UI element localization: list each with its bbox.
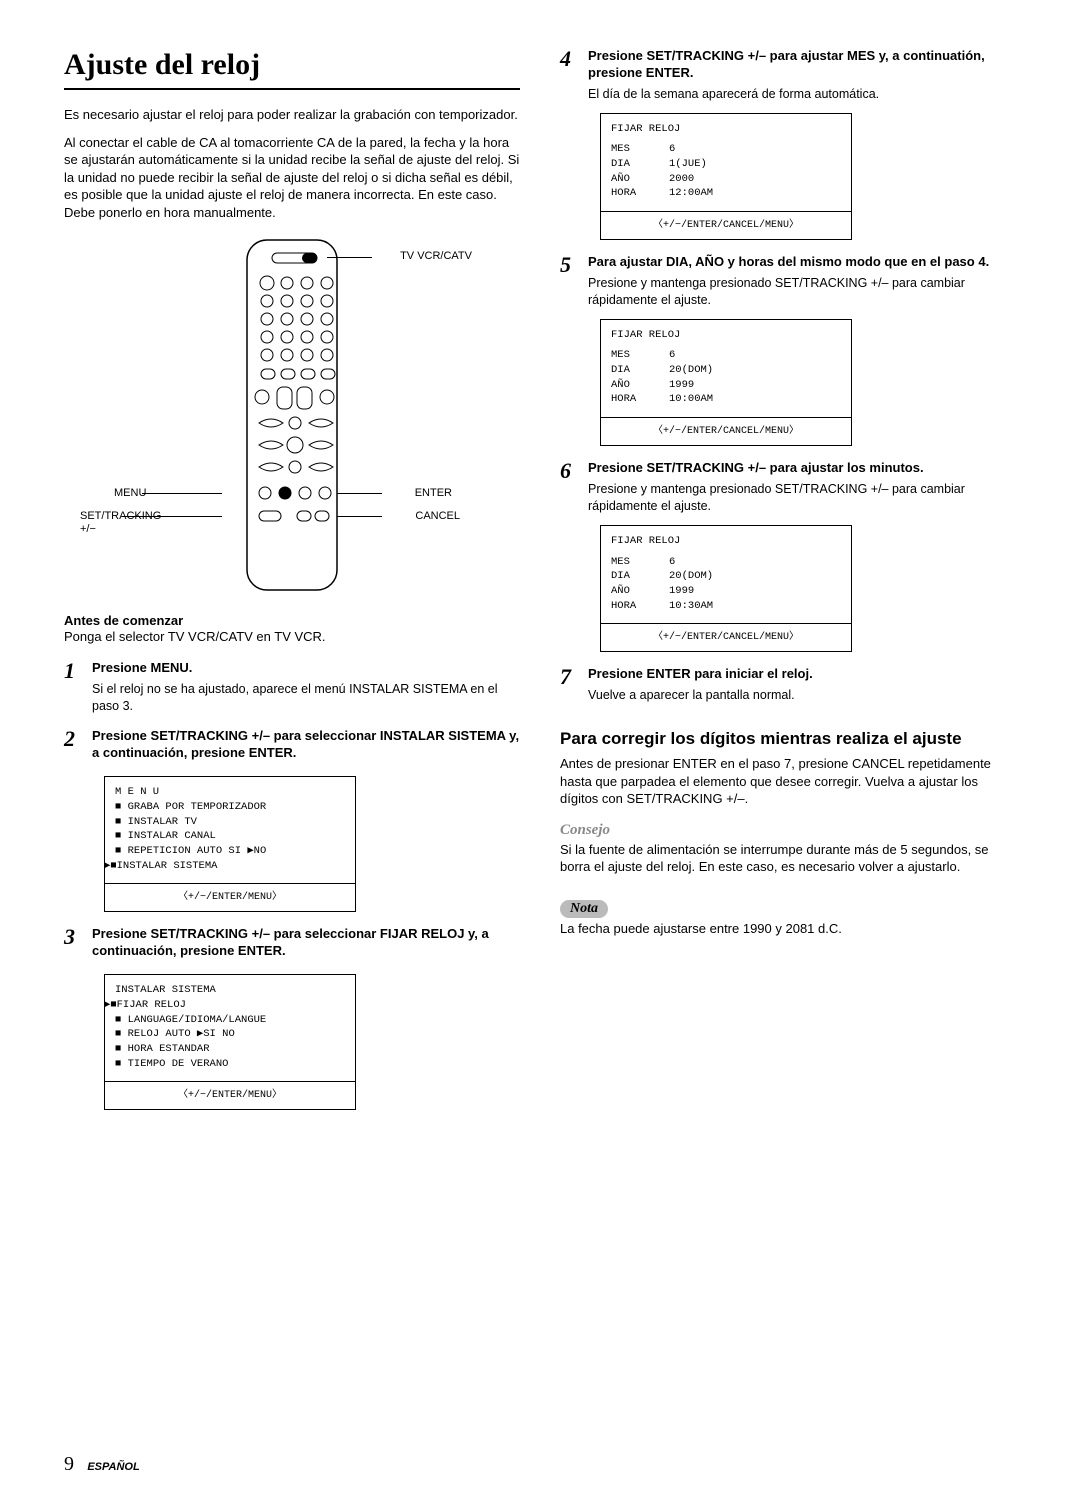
page-number: 9: [64, 1453, 74, 1475]
row-value: 1(JUE): [669, 157, 707, 172]
row-value: 6: [669, 348, 675, 363]
osd-item-selected: FIJAR RELOJ: [115, 998, 345, 1013]
step-1: 1 Presione MENU. Si el reloj no se ha aj…: [64, 660, 520, 715]
step-text: El día de la semana aparecerá de forma a…: [588, 86, 1016, 103]
tip-text: Si la fuente de alimentación se interrum…: [560, 841, 1016, 876]
row-label: MES: [611, 142, 661, 157]
row-value: 10:00AM: [669, 392, 713, 407]
row-label: AÑO: [611, 172, 661, 187]
step-head: Presione SET/TRACKING +/– para seleccion…: [92, 728, 520, 762]
page-title: Ajuste del reloj: [64, 48, 520, 82]
row-value: 6: [669, 555, 675, 570]
step-7: 7 Presione ENTER para iniciar el reloj. …: [560, 666, 1016, 704]
row-value: 1999: [669, 584, 694, 599]
osd-fijar-reloj-5: FIJAR RELOJ MES 6 DIA 20(DOM) AÑO 1999 HORA…: [600, 319, 852, 446]
nota-badge: Nota: [560, 900, 608, 918]
osd-title: FIJAR RELOJ: [611, 122, 841, 137]
step-number: 7: [560, 666, 578, 704]
osd-item: LANGUAGE/IDIOMA/LANGUE: [115, 1013, 345, 1028]
tip-label: Consejo: [560, 822, 1016, 839]
osd-footer: 〈+/−/ENTER/MENU〉: [115, 1089, 345, 1103]
intro-paragraph-1: Es necesario ajustar el reloj para poder…: [64, 106, 520, 124]
step-number: 6: [560, 460, 578, 515]
row-label: MES: [611, 555, 661, 570]
row-value: 6: [669, 142, 675, 157]
step-text: Presione y mantenga presionado SET/TRACK…: [588, 481, 1016, 515]
step-head: Para ajustar DIA, AÑO y horas del mismo …: [588, 254, 1016, 271]
step-head: Presione SET/TRACKING +/– para ajustar l…: [588, 460, 1016, 477]
footer-language: ESPAÑOL: [87, 1461, 139, 1473]
osd-title: M E N U: [115, 785, 345, 800]
step-number: 3: [64, 926, 82, 964]
row-label: HORA: [611, 186, 661, 201]
osd-fijar-reloj-6: FIJAR RELOJ MES 6 DIA 20(DOM) AÑO 1999 HORA…: [600, 525, 852, 652]
osd-item: REPETICION AUTO SI ▶NO: [115, 844, 345, 859]
osd-instalar-sistema: INSTALAR SISTEMA FIJAR RELOJ LANGUAGE/ID…: [104, 974, 356, 1110]
step-text: Si el reloj no se ha ajustado, aparece e…: [92, 681, 520, 715]
row-label: HORA: [611, 599, 661, 614]
osd-title: INSTALAR SISTEMA: [115, 983, 345, 998]
row-label: MES: [611, 348, 661, 363]
row-label: DIA: [611, 569, 661, 584]
label-enter: ENTER: [415, 487, 452, 499]
remote-diagram: TV VCR/CATV MENU ENTER SET/TRACKING +/− …: [152, 235, 432, 595]
before-heading: Antes de comenzar: [64, 613, 520, 628]
step-2: 2 Presione SET/TRACKING +/– para selecci…: [64, 728, 520, 766]
label-cancel: CANCEL: [415, 510, 460, 522]
label-set-tracking: SET/TRACKING: [80, 510, 161, 522]
step-text: Presione y mantenga presionado SET/TRACK…: [588, 275, 1016, 309]
row-value: 20(DOM): [669, 569, 713, 584]
step-3: 3 Presione SET/TRACKING +/– para selecci…: [64, 926, 520, 964]
row-label: DIA: [611, 157, 661, 172]
osd-title: FIJAR RELOJ: [611, 328, 841, 343]
step-head: Presione ENTER para iniciar el reloj.: [588, 666, 1016, 683]
step-number: 1: [64, 660, 82, 715]
osd-footer: 〈+/−/ENTER/CANCEL/MENU〉: [611, 631, 841, 645]
osd-item: GRABA POR TEMPORIZADOR: [115, 800, 345, 815]
correct-text: Antes de presionar ENTER en el paso 7, p…: [560, 755, 1016, 808]
step-text: Vuelve a aparecer la pantalla normal.: [588, 687, 1016, 704]
osd-item-selected: INSTALAR SISTEMA: [115, 859, 345, 874]
step-head: Presione MENU.: [92, 660, 520, 677]
osd-item: HORA ESTANDAR: [115, 1042, 345, 1057]
label-plus-minus: +/−: [80, 523, 96, 535]
step-head: Presione SET/TRACKING +/– para ajustar M…: [588, 48, 1016, 82]
page-footer: 9 ESPAÑOL: [64, 1453, 140, 1476]
label-tv-vcr: TV VCR/CATV: [400, 250, 472, 262]
step-4: 4 Presione SET/TRACKING +/– para ajustar…: [560, 48, 1016, 103]
step-head: Presione SET/TRACKING +/– para seleccion…: [92, 926, 520, 960]
row-label: HORA: [611, 392, 661, 407]
row-label: AÑO: [611, 378, 661, 393]
before-text: Ponga el selector TV VCR/CATV en TV VCR.: [64, 628, 520, 646]
nota-text: La fecha puede ajustarse entre 1990 y 20…: [560, 920, 1016, 938]
row-value: 12:00AM: [669, 186, 713, 201]
osd-footer: 〈+/−/ENTER/CANCEL/MENU〉: [611, 219, 841, 233]
step-5: 5 Para ajustar DIA, AÑO y horas del mism…: [560, 254, 1016, 309]
intro-paragraph-2: Al conectar el cable de CA al tomacorrie…: [64, 134, 520, 222]
row-value: 20(DOM): [669, 363, 713, 378]
row-label: AÑO: [611, 584, 661, 599]
osd-menu: M E N U GRABA POR TEMPORIZADOR INSTALAR …: [104, 776, 356, 912]
step-number: 4: [560, 48, 578, 103]
osd-item: RELOJ AUTO ▶SI NO: [115, 1027, 345, 1042]
label-menu: MENU: [114, 487, 146, 499]
osd-footer: 〈+/−/ENTER/CANCEL/MENU〉: [611, 425, 841, 439]
step-number: 2: [64, 728, 82, 766]
row-value: 2000: [669, 172, 694, 187]
remote-icon: [217, 235, 367, 595]
osd-item: TIEMPO DE VERANO: [115, 1057, 345, 1072]
correct-heading: Para corregir los dígitos mientras reali…: [560, 728, 1016, 749]
osd-item: INSTALAR TV: [115, 815, 345, 830]
row-value: 10:30AM: [669, 599, 713, 614]
osd-title: FIJAR RELOJ: [611, 534, 841, 549]
step-number: 5: [560, 254, 578, 309]
osd-fijar-reloj-4: FIJAR RELOJ MES 6 DIA 1(JUE) AÑO 2000 HORA 1…: [600, 113, 852, 240]
osd-footer: 〈+/−/ENTER/MENU〉: [115, 891, 345, 905]
title-rule: [64, 88, 520, 90]
row-label: DIA: [611, 363, 661, 378]
step-6: 6 Presione SET/TRACKING +/– para ajustar…: [560, 460, 1016, 515]
osd-item: INSTALAR CANAL: [115, 829, 345, 844]
row-value: 1999: [669, 378, 694, 393]
